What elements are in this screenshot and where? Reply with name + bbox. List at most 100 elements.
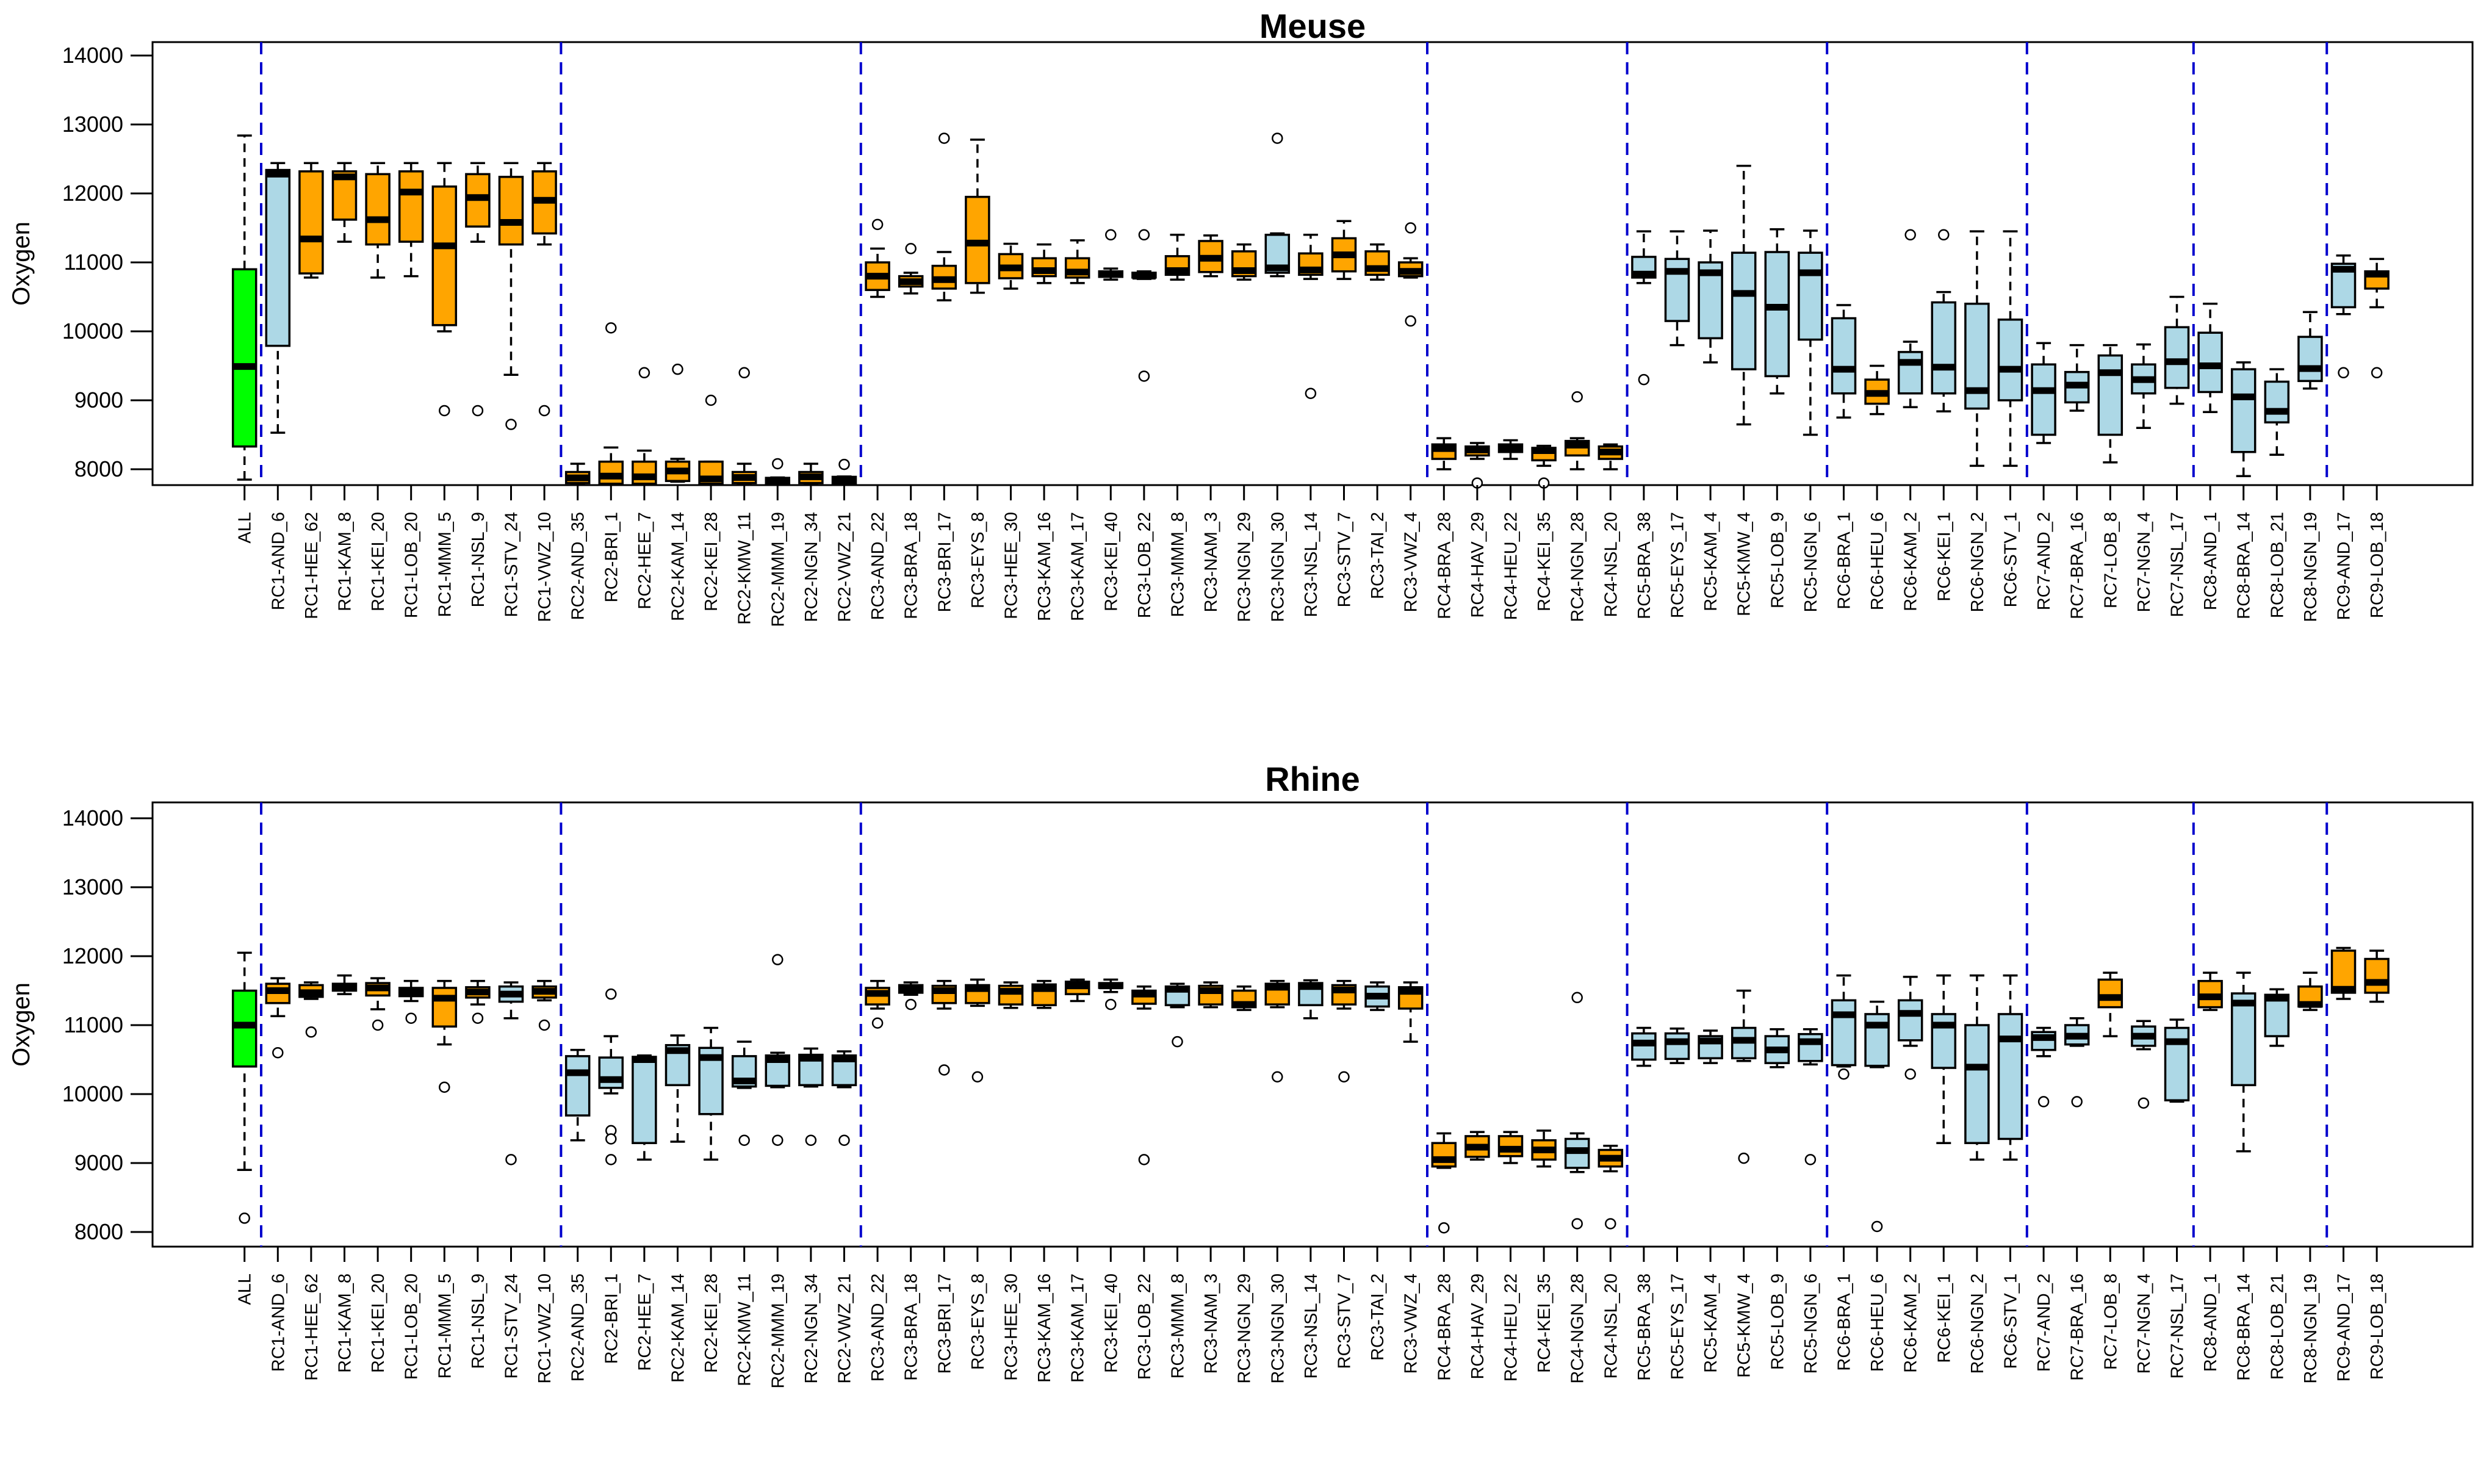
boxplot-RC3-KAM_17 [1064,978,1090,1003]
boxplot-RC3-KEI_40 [1098,229,1124,281]
outlier-point [439,1081,450,1093]
x-tick-label: RC7-LOB_8 [2101,1273,2120,1370]
x-tick-label: RC3-NGN_30 [1268,1273,1288,1384]
x-tick-label: RC7-AND_2 [2034,512,2054,610]
iqr-box [231,268,258,448]
iqr-box [1997,1013,2023,1140]
iqr-box [1431,1142,1457,1168]
panel-rhine: 8000 9000 10000 11000 12000 13000 14000 ALL RC1-… [62,801,2474,1389]
boxplot-RC9-AND_17 [2330,946,2357,1000]
x-tick-label: RC2-AND_35 [569,1273,588,1381]
outlier-point [772,1134,783,1146]
x-tick-label: RC3-HEE_30 [1002,1273,1021,1381]
x-tick-label: RC3-KAM_17 [1068,512,1088,621]
boxplot-RC3-NSL_14 [1298,979,1324,1020]
boxplot-RC4-HAV_29 [1464,1131,1490,1161]
boxplot-RC7-BRA_16 [2064,1017,2090,1108]
boxplot-RC3-NGN_29 [1231,985,1257,1011]
outlier-point [1638,373,1650,386]
x-tick-label: RC4-NGN_28 [1568,1273,1588,1384]
iqr-box [1631,1032,1657,1061]
boxplot-RC5-EYS_17 [1664,230,1690,347]
x-tick-label: RC2-KAM_14 [669,1273,688,1383]
outlier-point [1405,222,1416,234]
y-tick-label: 14000 [62,43,123,68]
boxplot-RC3-STV_7 [1331,220,1357,280]
iqr-box [1798,1032,1823,1062]
iqr-box [431,185,458,326]
x-tick-label: RC1-AND_6 [268,512,288,610]
x-tick-label: RC3-KAM_16 [1035,512,1054,621]
x-tick-label: RC2-KAM_14 [669,512,688,621]
x-tick-label: RC6-KAM_2 [1901,1273,1921,1373]
x-tick-label: RC6-KEI_1 [1934,1273,1954,1363]
boxplot-RC5-KMW_4 [1731,989,1757,1164]
outlier-point [505,1154,517,1165]
y-tick-label: 10000 [62,1081,123,1106]
boxplot-RC3-TAI_2 [1364,243,1390,281]
x-tick-label: RC3-NAM_3 [1201,512,1221,612]
boxplot-RC2-HEE_7 [632,1054,657,1161]
iqr-box [398,170,424,243]
x-tick-label: RC6-NGN_2 [1968,1273,1987,1374]
outlier-point [738,1134,750,1146]
boxplot-RC1-MMM_5 [431,162,458,417]
y-tick-label: 12000 [62,943,123,968]
x-tick-label: RC5-BRA_38 [1635,1273,1654,1381]
boxplot-RC5-BRA_38 [1631,1026,1657,1067]
iqr-box [298,170,324,275]
iqr-box [2264,993,2290,1037]
x-tick-label: RC8-AND_1 [2201,1273,2221,1372]
x-tick-label: RC5-KAM_4 [1701,1273,1721,1373]
x-tick-label: RC7-NGN_4 [2134,512,2154,612]
outlier-point [638,367,650,379]
boxplot-RC8-AND_1 [2197,303,2223,413]
outlier-point [838,458,850,470]
x-tick-label: RC1-KEI_20 [369,512,388,611]
x-tick-label: RC1-KAM_8 [336,1273,355,1373]
outlier-point [272,1046,284,1059]
boxplot-RC4-HEU_22 [1497,439,1524,460]
y-axis-label-meuse: Oxygen [8,222,35,306]
outlier-point [871,1017,884,1029]
boxplot-RC9-LOB_18 [2364,258,2390,379]
x-tick-label: RC3-KAM_17 [1068,1273,1088,1383]
outlier-point [439,405,450,417]
boxplot-RC8-BRA_14 [2230,361,2257,478]
x-tick-label: RC1-MMM_5 [435,512,455,617]
x-tick-label: RC4-KEI_35 [1535,512,1554,611]
x-tick-label: RC3-AND_22 [868,1273,888,1381]
boxplot-RC1-KAM_8 [331,974,358,995]
outlier-point [605,988,617,1000]
x-tick-label: RC3-VWZ_4 [1402,512,1421,612]
x-tick-label: RC7-NSL_17 [2168,1273,2188,1378]
x-tick-label: RC9-LOB_18 [2368,512,2387,618]
outlier-point [505,419,517,430]
x-tick-label: RC4-KEI_35 [1535,1273,1554,1373]
x-tick-label: RC8-NGN_19 [2301,512,2321,622]
outlier-point [938,132,950,144]
iqr-box [632,460,657,485]
x-tick-label: RC7-NGN_4 [2134,1273,2154,1374]
boxplot-RC3-HEE_30 [998,981,1024,1009]
x-tick-label: RC4-BRA_28 [1435,1273,1454,1381]
y-axis-label-rhine: Oxygen [8,982,35,1067]
x-tick-label: RC4-HAV_29 [1468,512,1488,618]
boxplot-RC4-HEU_22 [1497,1131,1524,1164]
boxplot-RC3-NAM_3 [1198,234,1223,278]
iqr-box [1964,1024,1990,1144]
x-tick-label: RC1-NSL_9 [469,512,488,607]
outlier-point [938,1064,950,1076]
x-tick-label: RC3-NSL_14 [1302,1273,1321,1378]
outlier-point [2371,367,2383,379]
x-tick-label: RC1-LOB_20 [402,512,422,618]
outlier-point [1871,1220,1883,1233]
outlier-point [2037,1096,2050,1108]
outlier-point [1272,132,1283,144]
x-tick-label: RC1-KAM_8 [336,512,355,611]
iqr-box [2164,326,2190,389]
iqr-box [1997,319,2023,402]
x-tick-label: RC6-NGN_2 [1968,512,1987,612]
y-tick-label: 13000 [62,112,123,137]
